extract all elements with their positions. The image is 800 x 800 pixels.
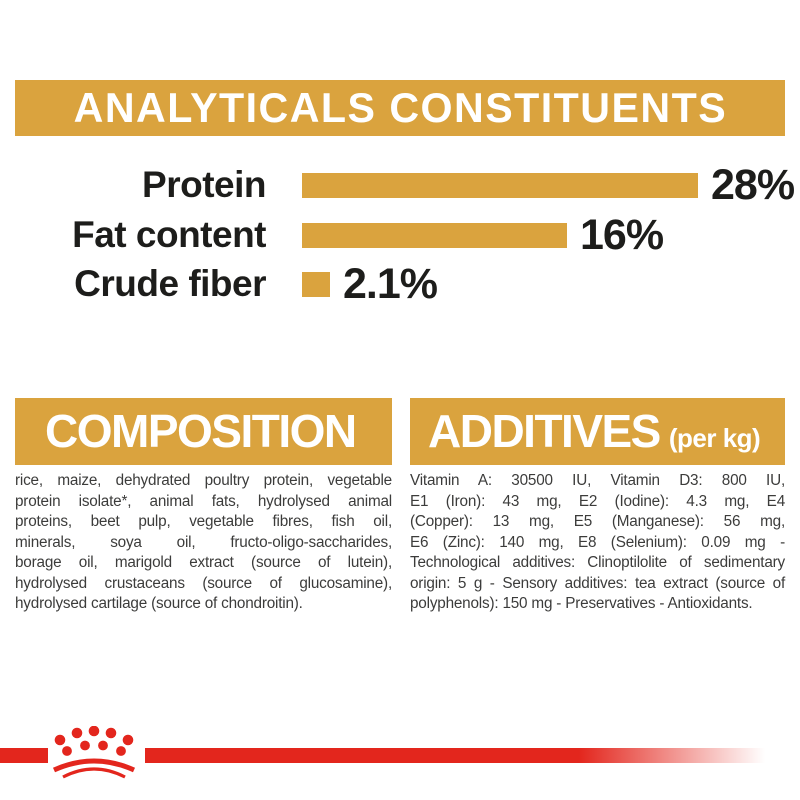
additives-title: ADDITIVES (428, 405, 661, 457)
additives-text-line: origin: 5 g - Sensory additives: tea ext… (410, 574, 785, 592)
analyticals-banner-title: ANALYTICALS CONSTITUENTS (73, 84, 727, 131)
crude-fiber-value: 2.1% (343, 259, 438, 308)
composition-text-line: protein isolate*, animal fats, hydrolyse… (15, 492, 392, 510)
fat-content-label: Fat content (72, 214, 266, 255)
additives-text-line: polyphenols): 150 mg - Preservatives - A… (410, 595, 753, 612)
protein-value: 28% (711, 160, 795, 209)
fat-content-value: 16% (580, 210, 664, 259)
additives-text-line: (Copper): 13 mg, E5 (Manganese): 56 mg, (410, 513, 785, 530)
crude-fiber-bar (302, 271, 330, 297)
chart-row-protein: Protein 28% (30, 160, 795, 210)
composition-text-line: hydrolysed crustaceans (source of glucos… (15, 574, 392, 592)
composition-text-line: hydrolysed cartilage (source of chondroi… (15, 595, 303, 612)
composition-banner: COMPOSITION (15, 398, 392, 465)
additives-text-line: Vitamin A: 30500 IU, Vitamin D3: 800 IU, (410, 472, 785, 489)
brand-band-left (0, 748, 48, 763)
composition-title: COMPOSITION (45, 405, 357, 457)
additives-text-line: Technological additives: Clinoptilolite … (410, 554, 785, 571)
analyticals-banner: ANALYTICALS CONSTITUENTS (15, 80, 785, 136)
royal-canin-crown-icon (52, 726, 136, 779)
chart-row-crude-fiber: Crude fiber 2.1% (30, 259, 438, 309)
composition-text-line: rice, maize, dehydrated poultry protein,… (15, 472, 392, 489)
composition-text-line: minerals, soya oil, fructo-oligo-sacchar… (15, 533, 392, 551)
fat-content-bar (302, 222, 567, 248)
additives-text-line: E6 (Zinc): 140 mg, E8 (Selenium): 0.09 m… (410, 533, 785, 551)
additives-text-line: E1 (Iron): 43 mg, E2 (Iodine): 4.3 mg, E… (410, 492, 785, 510)
composition-text-line: borage oil, marigold extract (source of … (15, 554, 392, 571)
additives-text: Vitamin A: 30500 IU, Vitamin D3: 800 IU,… (410, 471, 785, 615)
protein-bar (302, 172, 698, 198)
crude-fiber-label: Crude fiber (74, 263, 266, 304)
protein-label: Protein (142, 164, 266, 205)
composition-text-line: proteins, beet pulp, vegetable fibres, f… (15, 513, 392, 530)
additives-unit-label: (per kg) (668, 423, 761, 453)
additives-banner: ADDITIVES (per kg) (410, 398, 785, 465)
brand-band-right (145, 748, 765, 763)
composition-text: rice, maize, dehydrated poultry protein,… (15, 471, 392, 615)
chart-row-fat-content: Fat content 16% (30, 210, 664, 260)
